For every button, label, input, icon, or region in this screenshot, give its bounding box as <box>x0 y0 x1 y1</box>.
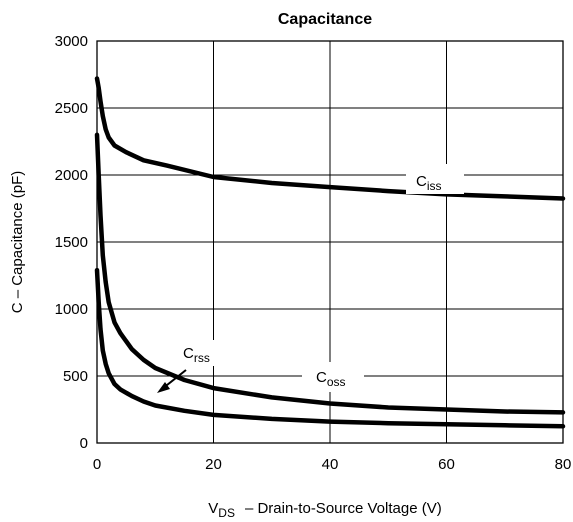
y-axis-title: C – Capacitance (pF) <box>9 171 26 314</box>
series-line-crss <box>94 267 566 429</box>
x-tick-label: 40 <box>322 456 339 473</box>
series-line-coss <box>94 132 566 415</box>
coss-label-bg <box>302 362 364 392</box>
x-tick-label: 80 <box>555 456 572 473</box>
y-tick-label: 2500 <box>55 100 88 117</box>
series-label-ciss: Ciss <box>416 173 442 193</box>
plot-frame <box>96 40 564 444</box>
series-label-coss: Coss <box>316 369 346 389</box>
y-tick-label: 2000 <box>55 167 88 184</box>
x-tick-label: 0 <box>93 456 101 473</box>
y-axis-ticks: 0 500 1000 1500 2000 2500 3000 <box>55 33 88 452</box>
y-tick-label: 3000 <box>55 33 88 50</box>
x-axis-ticks: 0 20 40 60 80 <box>93 456 572 473</box>
y-tick-label: 0 <box>80 435 88 452</box>
crss-label-bg <box>176 340 226 366</box>
x-axis-title: VDS – Drain-to-Source Voltage (V) <box>208 500 441 520</box>
y-tick-label: 500 <box>63 368 88 385</box>
ciss-label-bg <box>406 164 464 194</box>
chart-title: Capacitance <box>278 11 372 28</box>
x-tick-label: 20 <box>205 456 222 473</box>
x-tick-label: 60 <box>438 456 455 473</box>
y-tick-label: 1500 <box>55 234 88 251</box>
series-label-crss: Crss <box>183 345 210 365</box>
crss-arrow-head <box>157 382 170 393</box>
y-tick-label: 1000 <box>55 301 88 318</box>
